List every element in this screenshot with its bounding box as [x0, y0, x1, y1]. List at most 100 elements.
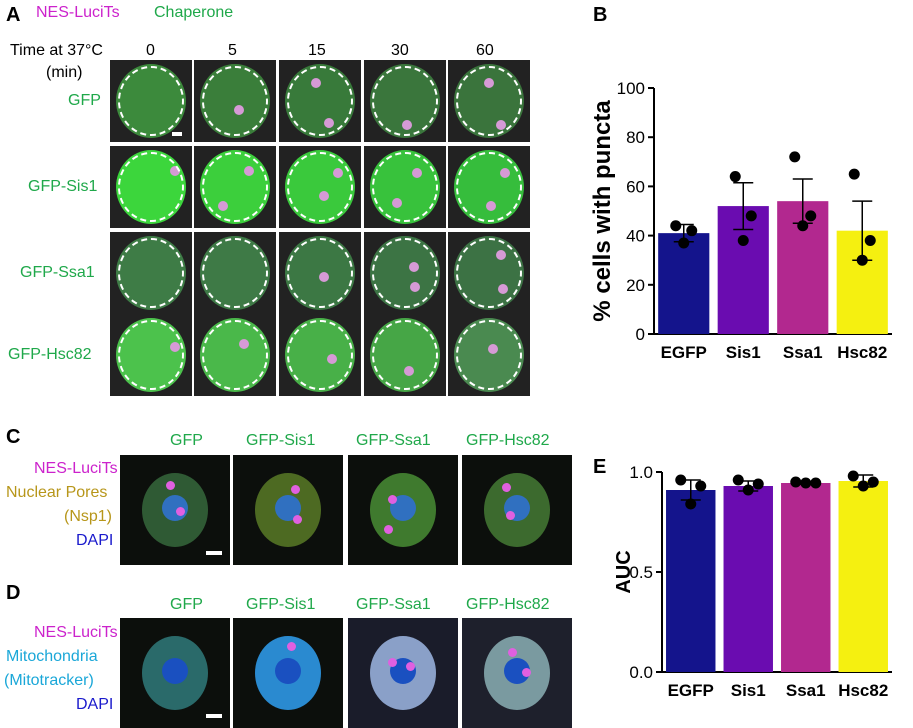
bar-hsc82: [838, 481, 888, 672]
micrograph-cell: [448, 146, 530, 228]
cell-outline: [456, 320, 522, 390]
bar-ssa1: [781, 483, 831, 672]
data-point: [789, 151, 801, 163]
data-point: [864, 235, 876, 247]
micrograph-cell: [279, 60, 361, 142]
cell-outline: [118, 320, 184, 390]
nucleus: [275, 658, 301, 684]
y-tick-label: 0.0: [629, 663, 653, 682]
y-tick-label: 80: [626, 128, 645, 147]
micrograph-cell: [364, 60, 446, 142]
row-label-gfp-sis1: GFP-Sis1: [28, 178, 98, 195]
cell-outline: [456, 238, 522, 308]
data-point: [742, 484, 754, 496]
legend-d-luci: NES-LuciTs: [34, 624, 118, 641]
micrograph-cell: [364, 146, 446, 228]
micrograph-cell: [233, 455, 343, 565]
cell-outline: [118, 238, 184, 308]
col-label-d-gfp-hsc82: GFP-Hsc82: [466, 596, 550, 613]
col-label-d-gfp: GFP: [170, 596, 203, 613]
micrograph-cell: [194, 146, 276, 228]
micrograph-cell: [348, 618, 458, 728]
cell-outline: [372, 320, 438, 390]
cell-outline: [118, 66, 184, 136]
time-0: 0: [146, 42, 155, 59]
y-tick-label: 100: [617, 79, 645, 98]
punctum: [388, 658, 397, 667]
data-point: [685, 498, 697, 510]
bar-egfp: [666, 490, 716, 672]
time-15: 15: [308, 42, 326, 59]
cell-outline: [287, 66, 353, 136]
scale-bar: [206, 551, 222, 555]
chart-b: 0 20 40 60 80 100 EGFP Sis1 Ssa1 Hsc82 % cells wit…: [590, 79, 892, 362]
punctum: [502, 483, 511, 492]
time-label: Time at 37°C: [10, 42, 103, 59]
legend-luci-a: NES-LuciTs: [36, 4, 120, 21]
micrograph-cell: [194, 314, 276, 396]
cell-outline: [372, 66, 438, 136]
data-point: [729, 171, 741, 183]
micrograph-cell: [279, 146, 361, 228]
x-tick-label: EGFP: [668, 681, 714, 700]
punctum: [406, 662, 415, 671]
data-point: [686, 225, 698, 237]
punctum: [166, 481, 175, 490]
micrograph-cell: [279, 232, 361, 314]
scale-bar: [172, 132, 182, 136]
punctum: [287, 642, 296, 651]
micrograph-cell: [110, 146, 192, 228]
y-tick-label: 60: [626, 177, 645, 196]
data-point: [800, 477, 812, 489]
micrograph-cell: [448, 60, 530, 142]
micrograph-cell: [120, 618, 230, 728]
micrograph-cell: [448, 232, 530, 314]
data-point: [670, 220, 682, 232]
panel-letter-e: E: [593, 456, 607, 478]
data-point: [857, 480, 869, 492]
x-tick-label: Hsc82: [837, 343, 887, 362]
data-point: [847, 470, 859, 482]
y-tick-label: 40: [626, 227, 645, 246]
cell-outline: [202, 238, 268, 308]
punctum: [384, 525, 393, 534]
time-unit-label: (min): [46, 64, 83, 81]
col-label-c-gfp-ssa1: GFP-Ssa1: [356, 432, 431, 449]
nucleus: [162, 658, 188, 684]
col-label-d-gfp-sis1: GFP-Sis1: [246, 596, 316, 613]
col-label-d-gfp-ssa1: GFP-Ssa1: [356, 596, 431, 613]
data-point: [867, 476, 879, 488]
cell-outline: [118, 152, 184, 222]
data-point: [856, 254, 868, 266]
cell-outline: [456, 66, 522, 136]
data-point: [805, 210, 817, 222]
data-point: [745, 210, 757, 222]
x-tick-label: Sis1: [726, 343, 761, 362]
micrograph-cell: [233, 618, 343, 728]
cell-outline: [202, 152, 268, 222]
data-point: [848, 168, 860, 180]
data-point: [678, 237, 690, 249]
micrograph-cell: [194, 232, 276, 314]
punctum: [506, 511, 515, 520]
micrograph-cell: [364, 232, 446, 314]
col-label-c-gfp: GFP: [170, 432, 203, 449]
micrograph-cell: [462, 455, 572, 565]
cell-outline: [202, 66, 268, 136]
micrograph-cell: [462, 618, 572, 728]
panel-letter-b: B: [593, 4, 608, 26]
y-tick-label: 20: [626, 276, 645, 295]
cell-outline: [456, 152, 522, 222]
data-point: [797, 220, 809, 232]
data-point: [675, 474, 687, 486]
x-tick-label: Ssa1: [783, 343, 823, 362]
x-tick-label: Sis1: [731, 681, 766, 700]
legend-c-luci: NES-LuciTs: [34, 460, 118, 477]
scale-bar: [206, 714, 222, 718]
y-tick-label: 1.0: [629, 463, 653, 482]
row-label-gfp: GFP: [68, 92, 101, 109]
row-label-gfp-hsc82: GFP-Hsc82: [8, 346, 92, 363]
cell-outline: [202, 320, 268, 390]
cell-outline: [287, 320, 353, 390]
x-tick-label: Ssa1: [786, 681, 826, 700]
